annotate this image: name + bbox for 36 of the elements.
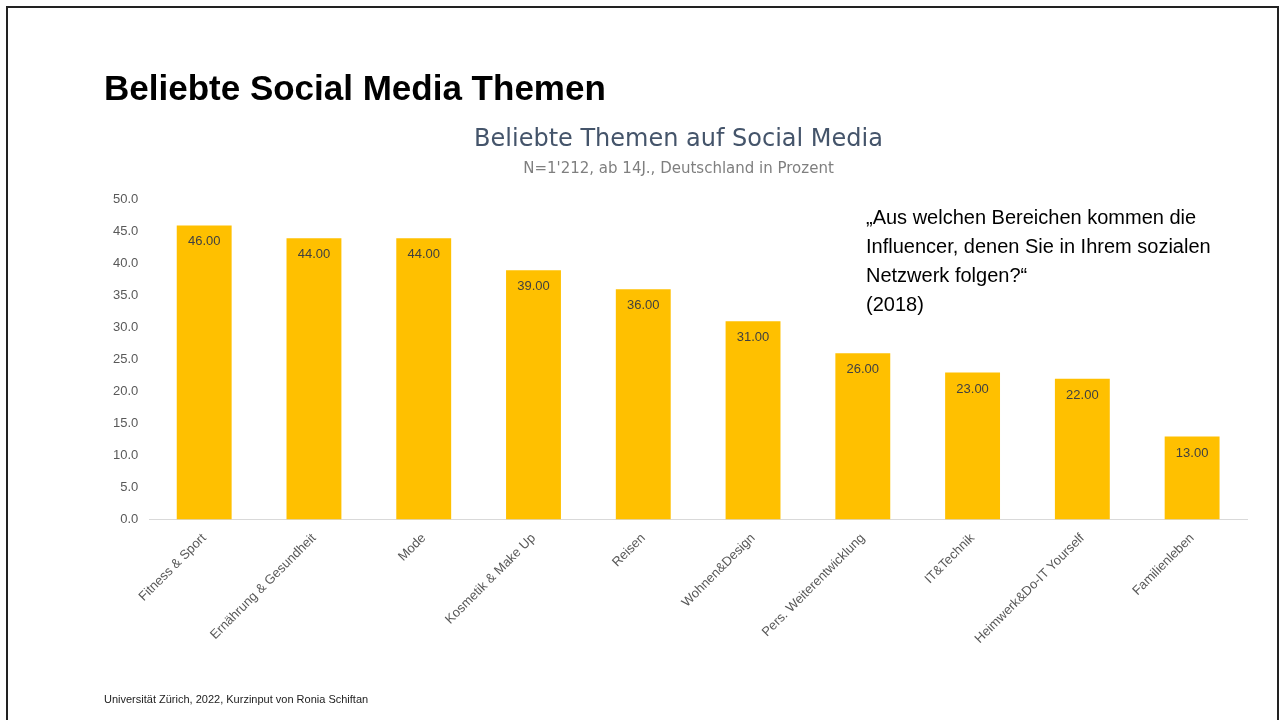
y-tick-label: 45.0 [112, 223, 139, 239]
y-tick-label: 30.0 [112, 319, 139, 335]
data-label: 46.00 [187, 233, 221, 249]
bar [835, 353, 891, 520]
text: Beliebte Social Media Themen [104, 68, 606, 108]
y-tick-label: 40.0 [112, 255, 139, 271]
bar [396, 238, 452, 520]
bar [176, 225, 232, 520]
bar [725, 321, 781, 520]
data-label: 44.00 [407, 246, 440, 262]
y-tick-label: 10.0 [112, 447, 139, 463]
bar [506, 270, 561, 520]
y-tick-label: 0.0 [120, 511, 139, 527]
data-label: 26.00 [846, 361, 880, 377]
data-label: 36.00 [626, 297, 660, 313]
bar [945, 372, 1001, 520]
bar [1054, 378, 1110, 520]
data-label: 44.00 [297, 246, 331, 262]
y-tick-label: 15.0 [112, 415, 139, 431]
y-tick-label: 20.0 [112, 383, 139, 399]
chart-subtitle: N=1'212, ab 14J., Deutschland in Prozent [523, 158, 834, 177]
annotation: „Aus welchen Bereichen kommen die Influencer, denen Sie in Ihrem sozialen Netzwerk folgen?“ (2018) [866, 205, 1212, 317]
data-label: 13.00 [1175, 444, 1209, 460]
bar [286, 238, 342, 520]
chart-title: Beliebte Themen auf Social Media [474, 123, 883, 152]
y-tick-label: 5.0 [120, 479, 139, 495]
bar [615, 289, 671, 520]
y-tick-label: 50.0 [112, 191, 139, 207]
data-label: 22.00 [1066, 386, 1099, 402]
bar [1164, 436, 1220, 520]
data-label: 23.00 [956, 380, 989, 396]
y-tick-label: 35.0 [112, 287, 139, 303]
data-label: 39.00 [517, 278, 550, 294]
y-tick-label: 25.0 [112, 351, 139, 367]
text: Universität Zürich, 2022, Kurzinput von Ronia Schiftan [104, 693, 369, 705]
data-label: 31.00 [736, 329, 770, 345]
